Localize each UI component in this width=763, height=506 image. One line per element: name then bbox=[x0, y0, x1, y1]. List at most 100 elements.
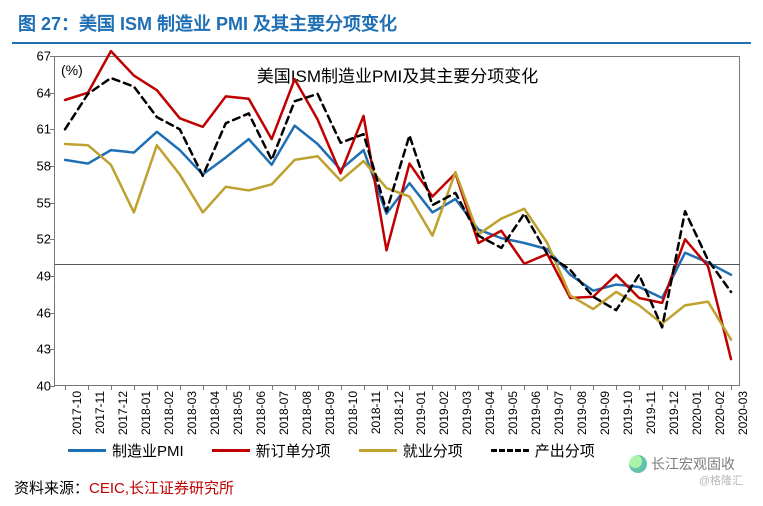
x-tick-label: 2019-05 bbox=[506, 391, 520, 435]
x-tick-label: 2018-07 bbox=[277, 391, 291, 435]
x-tick-label: 2019-11 bbox=[644, 391, 658, 434]
legend-swatch bbox=[491, 449, 529, 452]
plot-border-right bbox=[739, 56, 740, 385]
title-underline bbox=[12, 42, 751, 44]
y-tick-label: 55 bbox=[37, 195, 51, 210]
x-tick-mark bbox=[639, 385, 640, 390]
source-label: 资料来源： bbox=[14, 480, 89, 497]
x-tick-mark bbox=[318, 385, 319, 390]
x-tick-label: 2020-01 bbox=[690, 391, 704, 435]
x-tick-label: 2018-06 bbox=[254, 391, 268, 435]
x-tick-mark bbox=[409, 385, 410, 390]
x-tick-mark bbox=[180, 385, 181, 390]
x-tick-label: 2018-10 bbox=[346, 391, 360, 435]
legend-item: 就业分项 bbox=[359, 440, 463, 461]
x-tick-label: 2019-03 bbox=[460, 391, 474, 435]
y-tick-mark bbox=[50, 276, 55, 277]
plot-border-top bbox=[55, 56, 740, 57]
x-tick-label: 2019-12 bbox=[667, 391, 681, 435]
x-tick-label: 2018-03 bbox=[185, 391, 199, 435]
chart: 美国ISM制造业PMI及其主要分项变化 (%) 40 43 46 49 52 55 58 61… bbox=[12, 48, 751, 448]
legend-item: 产出分项 bbox=[491, 440, 595, 461]
y-axis-unit: (%) bbox=[61, 62, 83, 78]
x-tick-mark bbox=[111, 385, 112, 390]
x-tick-label: 2019-06 bbox=[529, 391, 543, 435]
x-tick-mark bbox=[685, 385, 686, 390]
x-tick-label: 2019-07 bbox=[552, 391, 566, 435]
x-tick-label: 2020-03 bbox=[736, 391, 750, 435]
x-tick-mark bbox=[88, 385, 89, 390]
x-tick-label: 2017-11 bbox=[93, 391, 107, 434]
y-tick-mark bbox=[50, 129, 55, 130]
y-tick-label: 46 bbox=[37, 305, 51, 320]
x-tick-label: 2019-08 bbox=[575, 391, 589, 435]
x-tick-label: 2019-01 bbox=[414, 391, 428, 435]
y-tick-mark bbox=[50, 239, 55, 240]
y-tick-label: 43 bbox=[37, 342, 51, 357]
x-tick-mark bbox=[272, 385, 273, 390]
x-tick-label: 2017-12 bbox=[116, 391, 130, 435]
legend-label: 制造业PMI bbox=[112, 440, 184, 461]
x-tick-mark bbox=[364, 385, 365, 390]
x-tick-label: 2018-09 bbox=[323, 391, 337, 435]
watermark: 长江宏观固收 bbox=[629, 454, 735, 474]
x-tick-mark bbox=[524, 385, 525, 390]
legend-swatch bbox=[212, 449, 250, 452]
x-tick-label: 2019-09 bbox=[598, 391, 612, 435]
x-tick-mark bbox=[731, 385, 732, 390]
y-tick-mark bbox=[50, 313, 55, 314]
series-就业分项 bbox=[65, 144, 731, 340]
y-tick-mark bbox=[50, 56, 55, 57]
source-value: CEIC,长江证券研究所 bbox=[89, 480, 234, 497]
y-tick-label: 49 bbox=[37, 269, 51, 284]
x-tick-label: 2018-05 bbox=[231, 391, 245, 435]
chart-inner-title: 美国ISM制造业PMI及其主要分项变化 bbox=[55, 62, 740, 87]
legend-swatch bbox=[359, 449, 397, 452]
x-tick-mark bbox=[341, 385, 342, 390]
x-tick-mark bbox=[570, 385, 571, 390]
x-tick-mark bbox=[708, 385, 709, 390]
legend-item: 新订单分项 bbox=[212, 440, 331, 461]
y-tick-label: 52 bbox=[37, 232, 51, 247]
x-tick-mark bbox=[593, 385, 594, 390]
x-tick-mark bbox=[478, 385, 479, 390]
y-tick-label: 40 bbox=[37, 379, 51, 394]
x-tick-label: 2020-02 bbox=[713, 391, 727, 435]
x-tick-label: 2019-10 bbox=[621, 391, 635, 435]
x-tick-mark bbox=[616, 385, 617, 390]
legend-label: 新订单分项 bbox=[256, 440, 331, 461]
x-tick-label: 2018-04 bbox=[208, 391, 222, 435]
x-tick-mark bbox=[455, 385, 456, 390]
subwatermark: @格隆汇 bbox=[699, 472, 743, 488]
x-tick-mark bbox=[157, 385, 158, 390]
legend-label: 就业分项 bbox=[403, 440, 463, 461]
y-tick-label: 67 bbox=[37, 49, 51, 64]
y-tick-mark bbox=[50, 386, 55, 387]
x-tick-label: 2018-08 bbox=[300, 391, 314, 435]
legend-swatch bbox=[68, 449, 106, 452]
y-tick-mark bbox=[50, 93, 55, 94]
y-tick-mark bbox=[50, 166, 55, 167]
x-tick-mark bbox=[501, 385, 502, 390]
x-tick-label: 2018-01 bbox=[139, 391, 153, 435]
x-tick-label: 2017-10 bbox=[70, 391, 84, 435]
x-tick-mark bbox=[65, 385, 66, 390]
watermark-text: 长江宏观固收 bbox=[651, 454, 735, 474]
x-tick-mark bbox=[295, 385, 296, 390]
x-tick-mark bbox=[226, 385, 227, 390]
legend-item: 制造业PMI bbox=[68, 440, 184, 461]
source: 资料来源：CEIC,长江证券研究所 bbox=[14, 477, 234, 498]
y-tick-label: 58 bbox=[37, 159, 51, 174]
y-tick-label: 61 bbox=[37, 122, 51, 137]
y-tick-mark bbox=[50, 203, 55, 204]
x-tick-mark bbox=[134, 385, 135, 390]
series-产出分项 bbox=[65, 78, 731, 327]
plot-area: 美国ISM制造业PMI及其主要分项变化 (%) 4043464952555861… bbox=[54, 56, 740, 386]
y-tick-mark bbox=[50, 349, 55, 350]
legend-label: 产出分项 bbox=[535, 440, 595, 461]
y-tick-label: 64 bbox=[37, 85, 51, 100]
x-tick-label: 2019-02 bbox=[437, 391, 451, 435]
series-svg bbox=[55, 56, 741, 386]
x-tick-mark bbox=[387, 385, 388, 390]
reference-line bbox=[55, 264, 740, 265]
